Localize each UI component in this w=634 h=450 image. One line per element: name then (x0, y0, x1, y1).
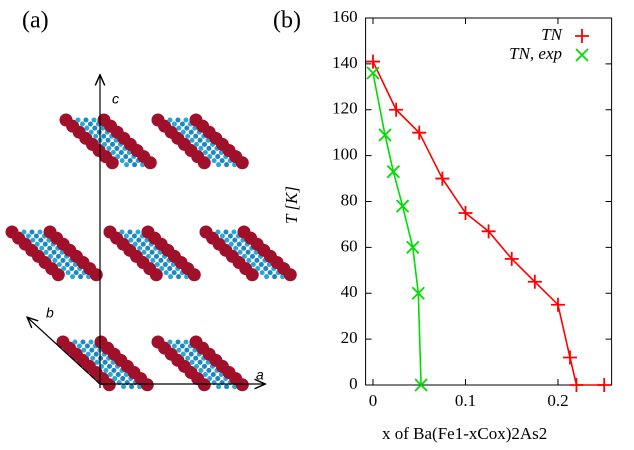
data-point (411, 286, 425, 300)
y-tick-label: 140 (332, 53, 358, 72)
y-tick-label: 0 (349, 374, 358, 393)
data-point (395, 199, 410, 213)
y-tick-label: 160 (332, 7, 358, 26)
legend-marker (575, 48, 589, 62)
legend-marker (575, 29, 589, 43)
data-point (386, 165, 400, 179)
data-point (414, 378, 428, 392)
data-point (378, 128, 392, 142)
x-axis-label: x of Ba(Fe1-xCox)2As2 (382, 424, 547, 443)
y-tick-label: 60 (341, 236, 358, 255)
y-tick-label: 100 (332, 145, 358, 164)
y-tick-label: 20 (341, 328, 358, 347)
legend-label: TN, exp (509, 44, 562, 63)
y-tick-label: 120 (332, 99, 358, 118)
data-point (366, 66, 380, 80)
data-point (365, 54, 380, 69)
panel-label: (a) (22, 8, 49, 34)
data-point (562, 350, 577, 365)
plot-frame (365, 17, 613, 386)
data-point (550, 297, 565, 312)
data-point (435, 171, 450, 186)
data-point (481, 224, 496, 239)
series-line (372, 72, 422, 386)
data-point (389, 102, 404, 117)
axis-label: b (46, 305, 54, 321)
x-tick-label: 0 (369, 391, 378, 410)
data-point (504, 251, 519, 266)
panel-label: (b) (273, 8, 301, 34)
y-tick-label: 40 (341, 282, 358, 301)
data-point (458, 205, 473, 220)
x-tick-label: 0.1 (455, 391, 476, 410)
axis-label: c (112, 91, 119, 107)
y-axis-label: T [K] (282, 186, 301, 224)
series-line (372, 61, 605, 386)
crystal-structure (12, 76, 296, 390)
data-point (597, 378, 612, 392)
data-point (412, 125, 427, 140)
x-tick-label: 0.2 (547, 391, 568, 410)
y-tick-label: 80 (341, 190, 358, 209)
data-point (406, 240, 420, 255)
legend-label: TN (541, 25, 563, 44)
axis-label: a (256, 367, 264, 383)
data-point (569, 378, 584, 392)
data-point (527, 274, 542, 289)
